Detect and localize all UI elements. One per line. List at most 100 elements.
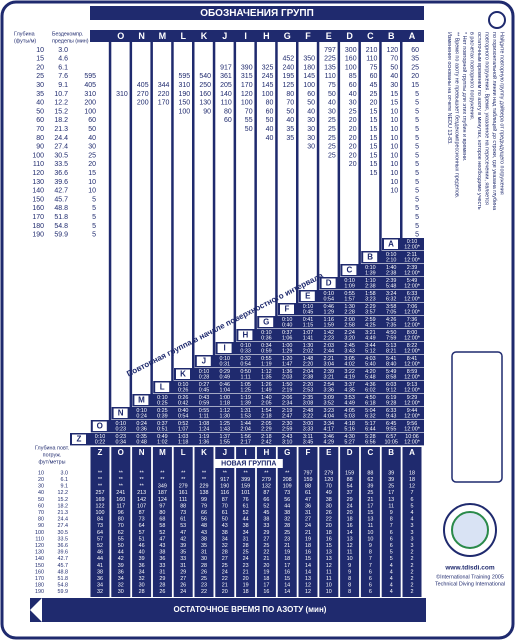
residual-column xyxy=(256,447,276,597)
group-time: 60 xyxy=(411,47,419,54)
interval-time: 2:34 xyxy=(282,400,293,406)
ndl: 5 xyxy=(92,214,96,221)
residual-time: 169 xyxy=(96,497,105,503)
residual-time: 25 xyxy=(367,490,373,496)
interval-time: 12:00* xyxy=(404,244,420,250)
interval-time: 2:58 xyxy=(344,322,355,328)
interval-time: 1:11 xyxy=(199,413,209,419)
interval-time: 2:35 xyxy=(303,395,314,401)
interval-time: 1:36 xyxy=(199,439,210,445)
residual-time: ** xyxy=(160,470,165,476)
interval-time: 1:06 xyxy=(282,335,293,341)
interval-time: 6:44 xyxy=(365,426,376,432)
residual-time: 39 xyxy=(367,484,373,490)
depth-m: 27.4 xyxy=(54,144,68,151)
group-box-letter: N xyxy=(118,409,124,418)
residual-time: 62 xyxy=(118,530,124,536)
interval-time: 0:50 xyxy=(240,369,251,375)
residual-time: 44 xyxy=(118,550,124,556)
interval-time: 0:10 xyxy=(303,304,314,310)
residual-column xyxy=(215,447,235,597)
residual-time: 22 xyxy=(222,576,228,582)
residual-time: 66 xyxy=(263,497,269,503)
interval-time: 3:58 xyxy=(386,304,397,310)
residual-time: 88 xyxy=(367,470,373,476)
interval-time: 1:15 xyxy=(303,322,314,328)
residual-time: 33 xyxy=(159,563,165,569)
column-bar xyxy=(150,42,153,394)
interval-time: 2:03 xyxy=(324,343,335,349)
residual-time: 64 xyxy=(97,530,103,536)
interval-time: 2:18 xyxy=(261,434,272,440)
interval-time: 12:00* xyxy=(404,296,420,302)
interval-time: 2:47 xyxy=(282,413,293,419)
group-time: 20 xyxy=(349,152,357,159)
interval-time: 5:41 xyxy=(386,356,397,362)
residual-time: 13 xyxy=(367,517,373,523)
residual-time: 7 xyxy=(369,563,372,569)
residual-ft: 40 xyxy=(38,490,44,496)
residual-time: 9 xyxy=(390,510,393,516)
group-time: 110 xyxy=(366,56,377,63)
residual-time: 12 xyxy=(305,583,311,589)
residual-time: 13 xyxy=(388,497,394,503)
interval-time: 5:27 xyxy=(344,439,355,445)
group-time: 10 xyxy=(390,126,398,133)
group-letter: H xyxy=(263,31,270,41)
residual-time: 52 xyxy=(263,503,269,509)
group-box xyxy=(238,330,253,340)
interval-time: 12:00* xyxy=(404,374,420,380)
residual-time: 10 xyxy=(326,589,332,595)
depth-m: 24.4 xyxy=(54,135,68,142)
group-time: 220 xyxy=(158,91,170,98)
group-time: 120 xyxy=(241,91,253,98)
residual-time: 25 xyxy=(388,484,394,490)
interval-time: 3:11 xyxy=(303,434,313,440)
ndl: 5 xyxy=(92,196,96,203)
interval-time: 12:00* xyxy=(404,322,420,328)
interval-time: 0:46 xyxy=(220,382,231,388)
residual-m: 27.4 xyxy=(58,523,69,529)
residual-time: 28 xyxy=(159,583,165,589)
residual-time: 25 xyxy=(243,550,249,556)
group-time: 30 xyxy=(307,144,315,151)
interval-time: 0:10 xyxy=(220,356,231,362)
residual-time: 88 xyxy=(180,503,186,509)
interval-time: 0:33 xyxy=(240,348,251,354)
interval-time: 1:30 xyxy=(220,413,231,419)
residual-time: 16 xyxy=(284,569,290,575)
interval-band xyxy=(70,433,424,446)
interval-time: 7:06 xyxy=(407,304,418,310)
group-time: 90 xyxy=(203,108,211,115)
residual-time: 6 xyxy=(369,583,372,589)
interval-time: 1:37 xyxy=(220,434,231,440)
interval-time: 0:54 xyxy=(178,413,189,419)
interval-time: 9:29 xyxy=(407,395,418,401)
interval-time: 8:00 xyxy=(407,330,418,336)
interval-time: 0:40 xyxy=(178,408,189,414)
interval-time: 12:00* xyxy=(404,335,420,341)
residual-time: 13 xyxy=(305,576,311,582)
ndl: 50 xyxy=(88,126,96,133)
interval-time: 3:22 xyxy=(344,369,355,375)
depth-m: 30.5 xyxy=(54,152,68,159)
interval-time: 9:28 xyxy=(386,400,397,406)
depth-m: 54.8 xyxy=(54,223,68,230)
residual-time: 64 xyxy=(139,523,145,529)
residual-time: 32 xyxy=(118,583,124,589)
interval-time: 1:19 xyxy=(199,434,210,440)
interval-time: 4:20 xyxy=(365,369,376,375)
depth-ft: 25 xyxy=(36,73,44,80)
website: www.tdisdi.com xyxy=(444,565,494,572)
residual-time: 27 xyxy=(305,517,311,523)
group-time: 5 xyxy=(415,179,419,186)
residual-ft: 110 xyxy=(35,536,44,542)
residual-time: 56 xyxy=(284,497,290,503)
residual-ft: 130 xyxy=(35,550,44,556)
residual-time: 28 xyxy=(139,589,145,595)
residual-time: 2 xyxy=(411,569,414,575)
group-time: 70 xyxy=(245,108,253,115)
interval-time: 5:28 xyxy=(365,434,376,440)
group-time: 85 xyxy=(349,73,357,80)
residual-time: 36 xyxy=(97,576,103,582)
